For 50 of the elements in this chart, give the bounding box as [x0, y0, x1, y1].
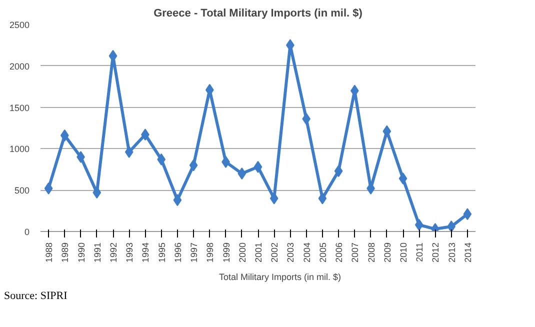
- y-tick-label: 1000: [9, 144, 30, 154]
- point: [238, 168, 246, 180]
- x-tick-label: 2001: [254, 242, 264, 263]
- x-tick-label: 2006: [334, 242, 344, 263]
- x-tick-label: 2010: [398, 242, 408, 263]
- x-tick-label: 2004: [302, 242, 312, 263]
- x-tick-label: 2008: [366, 242, 376, 263]
- x-tick-label: 1996: [172, 242, 183, 263]
- text: Total Military Imports (in mil. $): [218, 271, 342, 283]
- x-tick-label: 1989: [60, 242, 70, 263]
- x-tick-label: 1997: [189, 242, 200, 263]
- x-tick-label: 2000: [237, 242, 248, 263]
- x-tick-label: 1992: [108, 242, 118, 263]
- point: [124, 146, 134, 158]
- x-tick-label: 1993: [124, 242, 135, 263]
- chart-title: Greece - Total Military Imports (in mil. $): [154, 8, 363, 20]
- x-tick-label: 2002: [270, 242, 280, 263]
- point: [318, 192, 327, 204]
- point: [173, 194, 182, 206]
- x-tick-label: 2013: [446, 242, 457, 263]
- x-tick-label: 2003: [286, 242, 296, 263]
- point: [44, 182, 53, 194]
- x-tick-label: 1994: [140, 242, 151, 263]
- point: [254, 160, 262, 173]
- x-tick-label: 1990: [76, 242, 86, 263]
- point: [270, 192, 278, 204]
- point: [414, 218, 424, 231]
- x-tick-label: 2011: [414, 242, 425, 262]
- x-tick-label: 2005: [318, 242, 328, 263]
- y-tick-label: 0: [24, 227, 30, 237]
- x-tick-label: 1999: [221, 242, 232, 263]
- x-tick-label: 2009: [382, 242, 392, 263]
- point: [398, 172, 408, 185]
- point: [447, 220, 456, 232]
- point: [189, 159, 198, 172]
- point: [463, 208, 472, 220]
- x-tick-label: 2007: [350, 242, 360, 263]
- x-tick-label: 1995: [156, 242, 167, 263]
- x-tick-label: 1998: [205, 242, 216, 263]
- y-tick-label: 500: [14, 186, 30, 196]
- x-tick-label: 1991: [92, 242, 102, 263]
- y-tick-label: 2500: [9, 20, 30, 30]
- x-tick-label: 2012: [430, 242, 441, 263]
- y-tick-label: 2000: [9, 61, 30, 72]
- x-tick-label: 1988: [44, 242, 54, 263]
- point: [334, 165, 343, 178]
- y-tick-label: 1500: [9, 102, 30, 113]
- source-note: Source: SIPRI: [4, 289, 68, 304]
- x-tick-label: 2014: [462, 242, 473, 263]
- point: [382, 125, 392, 138]
